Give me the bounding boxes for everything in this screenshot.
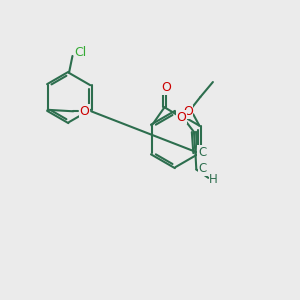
Text: H: H [209, 173, 218, 186]
Text: O: O [176, 110, 186, 124]
Text: O: O [80, 105, 89, 118]
Text: Cl: Cl [75, 46, 87, 59]
Text: O: O [161, 81, 171, 94]
Text: O: O [183, 105, 193, 119]
Text: C: C [198, 146, 206, 159]
Text: C: C [199, 162, 207, 176]
